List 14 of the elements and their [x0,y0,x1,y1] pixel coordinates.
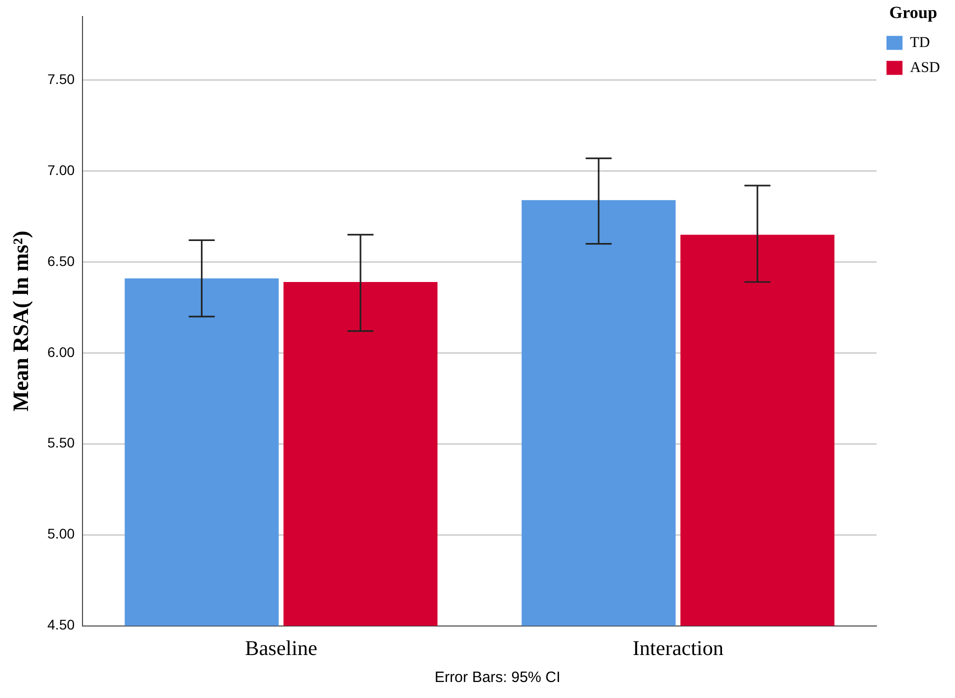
y-tick-label: 7.50 [47,70,75,87]
y-tick-label: 6.50 [47,252,75,269]
legend-label: ASD [910,60,940,76]
y-axis-title: Mean RSA( ln ms²) [8,230,33,412]
y-tick-label: 4.50 [47,616,75,633]
y-tick-label: 5.00 [47,526,75,542]
y-tick-label: 5.50 [47,434,75,451]
y-tick-label: 7.00 [47,162,75,178]
x-tick-label: Interaction [632,636,724,660]
x-tick-label: Baseline [244,636,318,660]
legend-title: Group [889,2,938,22]
y-tick-label: 6.00 [47,344,75,360]
legend-label: TD [910,34,930,51]
text: Error Bars: 95% CI [434,669,562,686]
